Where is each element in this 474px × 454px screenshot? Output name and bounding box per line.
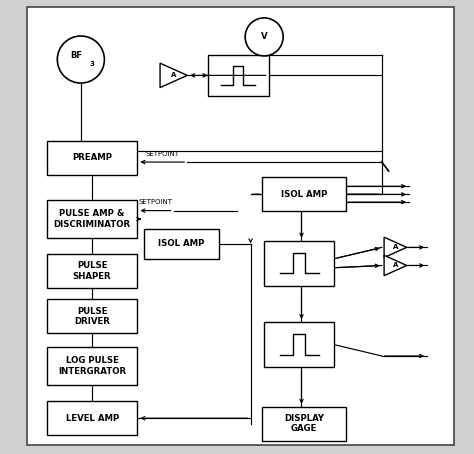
FancyBboxPatch shape bbox=[47, 254, 137, 288]
FancyBboxPatch shape bbox=[27, 7, 454, 445]
FancyBboxPatch shape bbox=[208, 55, 269, 96]
FancyBboxPatch shape bbox=[47, 300, 137, 333]
Text: ISOL AMP: ISOL AMP bbox=[158, 239, 205, 248]
FancyBboxPatch shape bbox=[144, 229, 219, 259]
Text: SETPOINT: SETPOINT bbox=[146, 151, 179, 157]
FancyBboxPatch shape bbox=[47, 141, 137, 175]
FancyBboxPatch shape bbox=[264, 241, 334, 286]
Text: 3: 3 bbox=[90, 61, 95, 67]
Text: A: A bbox=[171, 72, 176, 79]
Text: DISPLAY
GAGE: DISPLAY GAGE bbox=[284, 414, 324, 434]
Text: PREAMP: PREAMP bbox=[72, 153, 112, 163]
FancyBboxPatch shape bbox=[47, 200, 137, 238]
FancyBboxPatch shape bbox=[264, 322, 334, 367]
FancyBboxPatch shape bbox=[262, 177, 346, 211]
Circle shape bbox=[245, 18, 283, 56]
Circle shape bbox=[57, 36, 104, 83]
Text: LEVEL AMP: LEVEL AMP bbox=[65, 414, 119, 423]
Text: PULSE
DRIVER: PULSE DRIVER bbox=[74, 307, 110, 326]
FancyBboxPatch shape bbox=[47, 401, 137, 435]
Text: V: V bbox=[261, 32, 267, 41]
Polygon shape bbox=[384, 255, 407, 276]
FancyBboxPatch shape bbox=[262, 407, 346, 441]
Text: BF: BF bbox=[70, 51, 82, 60]
Text: SETPOINT: SETPOINT bbox=[138, 199, 173, 205]
FancyBboxPatch shape bbox=[47, 347, 137, 385]
Polygon shape bbox=[160, 63, 187, 88]
Text: A: A bbox=[393, 244, 398, 250]
Polygon shape bbox=[384, 237, 407, 257]
Text: PULSE
SHAPER: PULSE SHAPER bbox=[73, 262, 111, 281]
Text: A: A bbox=[393, 262, 398, 268]
Text: PULSE AMP &
DISCRIMINATOR: PULSE AMP & DISCRIMINATOR bbox=[54, 209, 131, 229]
Text: ISOL AMP: ISOL AMP bbox=[281, 190, 327, 199]
Text: LOG PULSE
INTERGRATOR: LOG PULSE INTERGRATOR bbox=[58, 356, 126, 376]
